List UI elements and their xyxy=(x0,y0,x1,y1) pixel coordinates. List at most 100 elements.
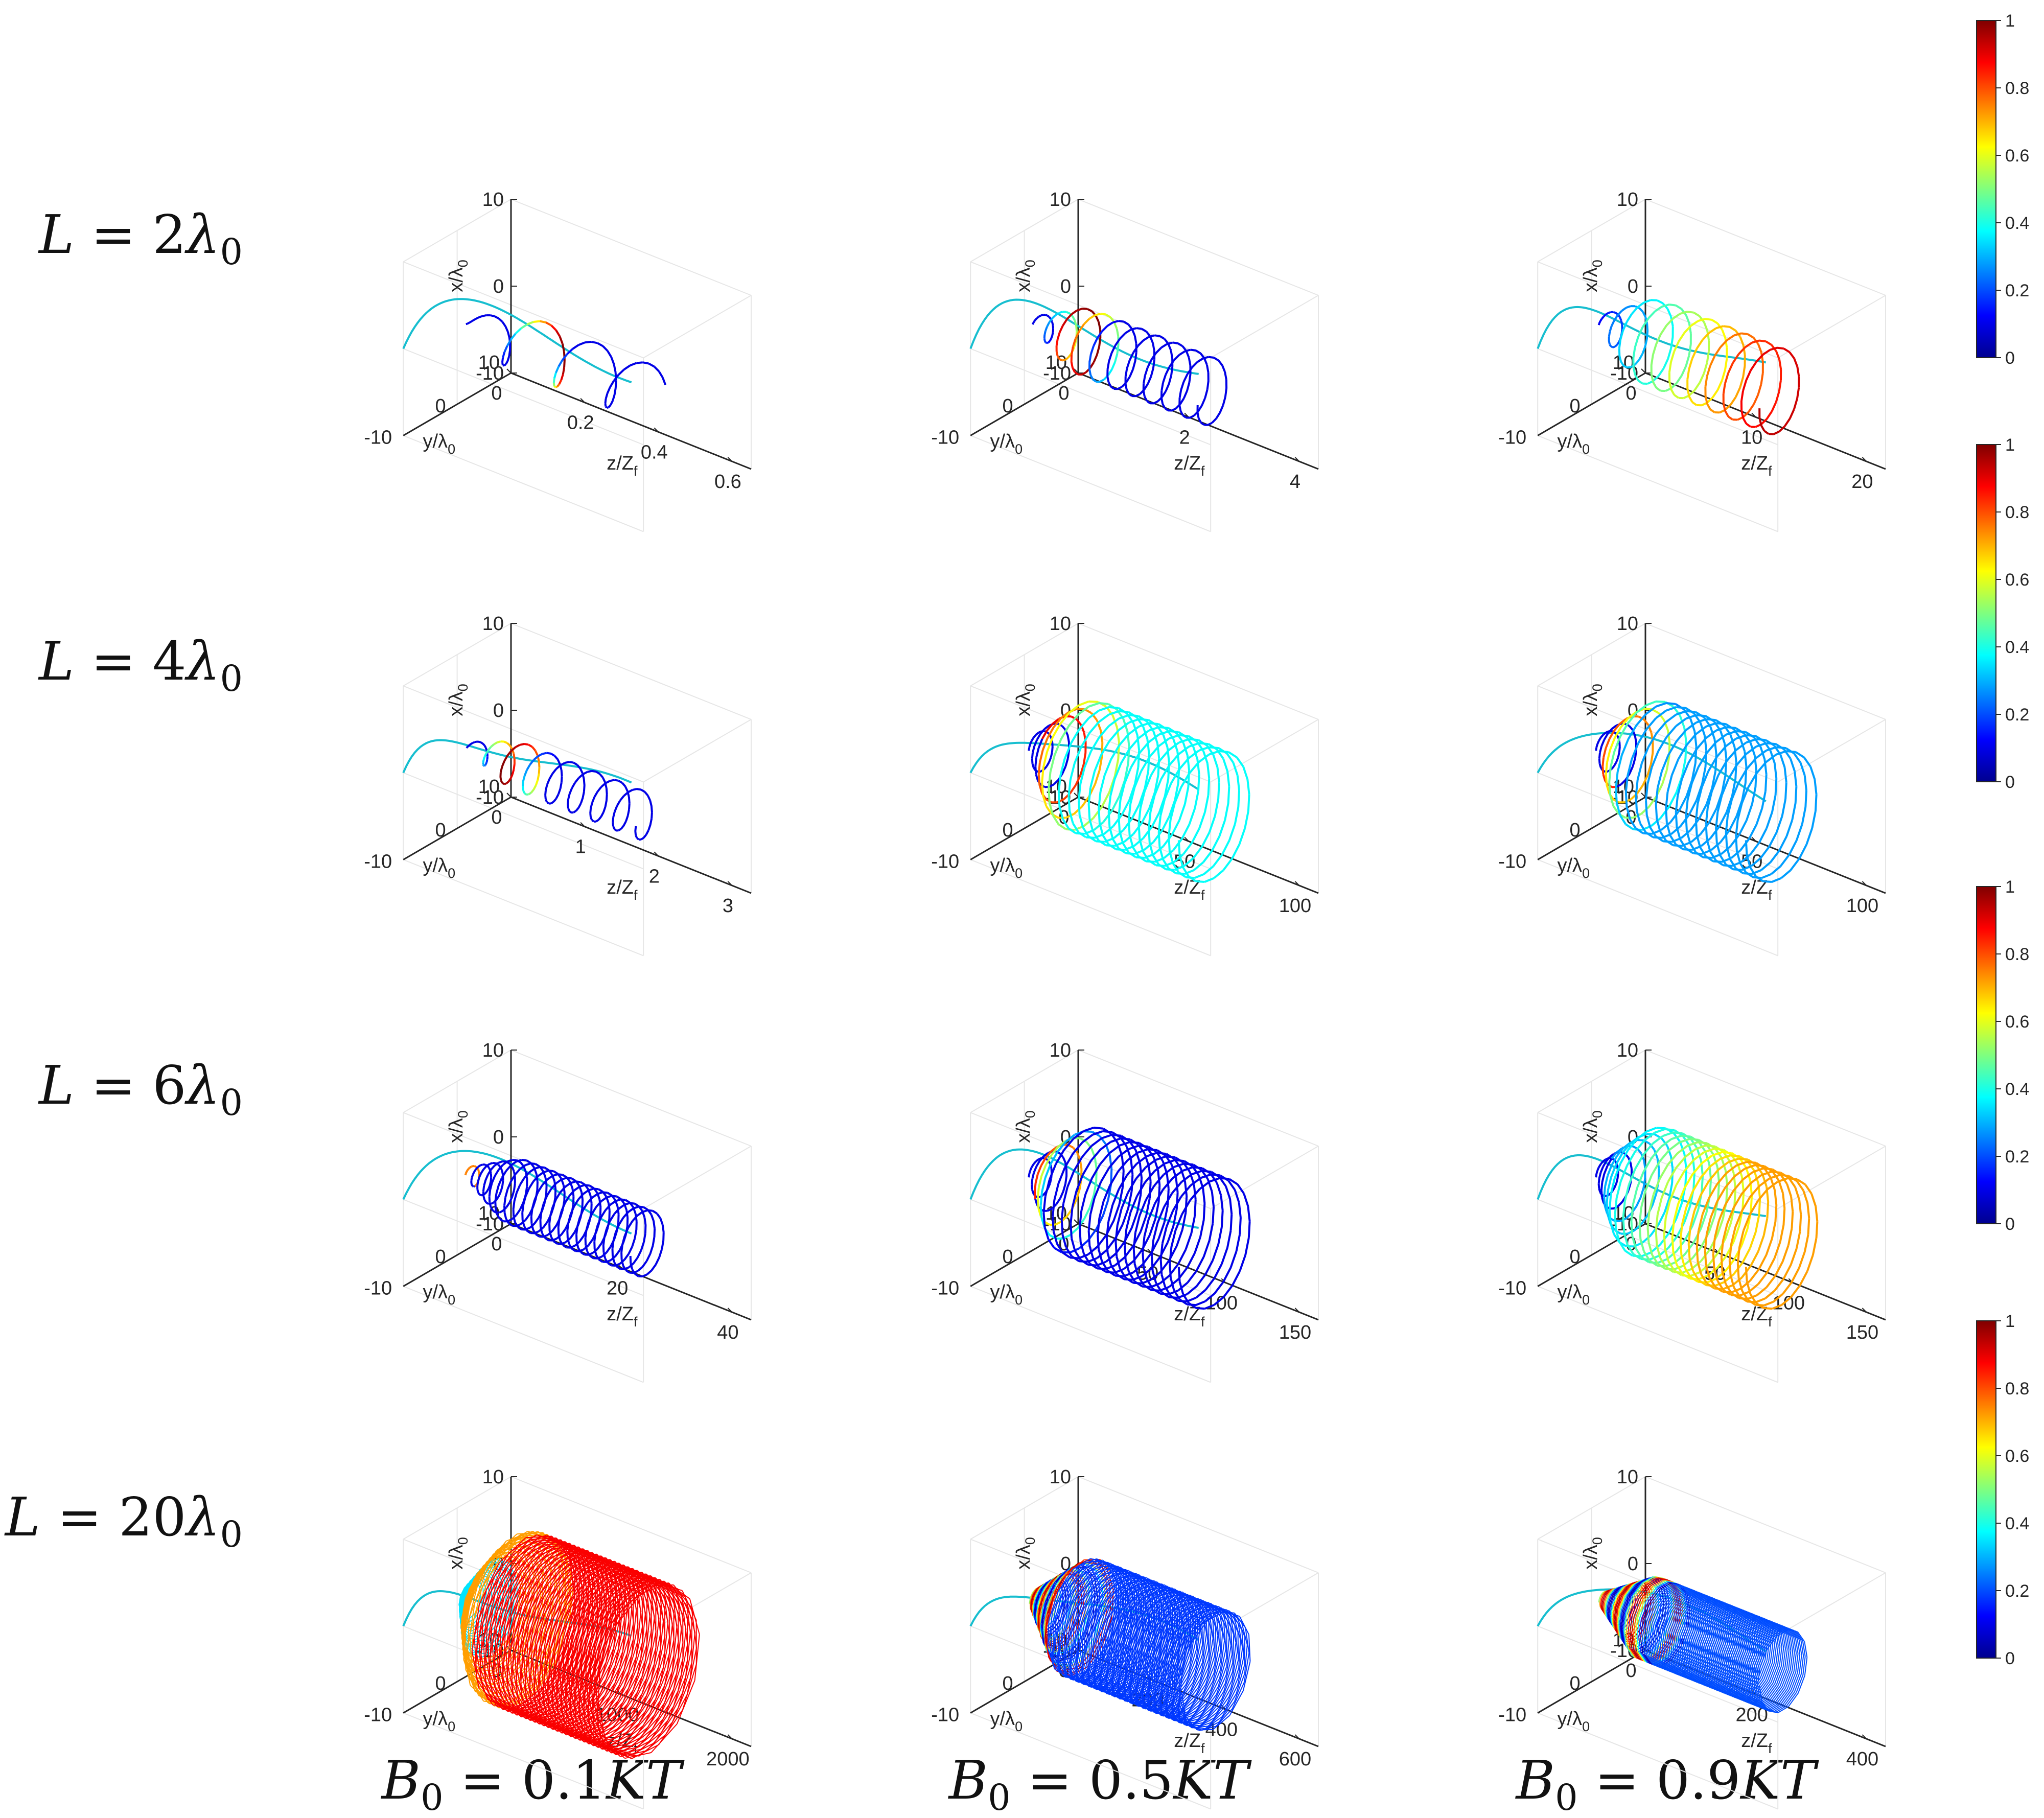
trajectory-segment xyxy=(1677,779,1683,797)
trajectory-segment xyxy=(652,1237,656,1246)
trajectory-segment xyxy=(1703,362,1708,374)
trajectory-segment xyxy=(1790,858,1800,871)
trajectory-segment xyxy=(1076,718,1082,726)
trajectory-segment xyxy=(547,1650,551,1695)
trajectory-segment xyxy=(1124,1260,1130,1273)
trajectory-segment xyxy=(1745,1167,1751,1181)
trajectory-segment xyxy=(570,1659,574,1705)
y-tick-label: 0 xyxy=(1002,395,1013,417)
trajectory-segment xyxy=(1727,799,1733,817)
trajectory-segment xyxy=(1116,1273,1125,1280)
trajectory-segment xyxy=(591,1193,598,1199)
z-axis-label-sub: f xyxy=(634,1314,638,1330)
trajectory-segment xyxy=(562,1687,570,1726)
trajectory-segment xyxy=(1760,1171,1772,1176)
trajectory-segment xyxy=(1058,806,1064,820)
trajectory-segment xyxy=(606,386,611,394)
trajectory-segment xyxy=(1727,764,1737,780)
trajectory-segment xyxy=(1078,831,1087,838)
trajectory-segment xyxy=(1650,753,1654,764)
trajectory-segment xyxy=(628,1624,639,1671)
trajectory-segment xyxy=(1755,1297,1766,1303)
trajectory-segment xyxy=(1688,389,1695,397)
trajectory-segment xyxy=(566,1222,570,1231)
trajectory-segment xyxy=(1618,1241,1626,1251)
trajectory-segment xyxy=(1131,329,1136,337)
trajectory-segment xyxy=(1043,338,1046,341)
z-tick-label: 2 xyxy=(649,866,660,887)
trajectory-segment xyxy=(1079,767,1086,784)
trajectory-segment xyxy=(1686,783,1693,800)
trajectory-segment xyxy=(535,1572,560,1611)
trajectory-segment xyxy=(1128,726,1140,735)
trajectory-segment xyxy=(1740,787,1750,804)
trajectory-segment xyxy=(1229,1251,1238,1268)
trajectory-segment xyxy=(682,1664,697,1710)
trajectory-segment xyxy=(595,1623,612,1669)
trajectory-segment xyxy=(673,1642,684,1690)
trajectory-segment xyxy=(1178,1281,1184,1295)
trajectory-segment xyxy=(1228,751,1238,758)
y-tick-label: -10 xyxy=(364,1277,392,1299)
x-axis-label: x/λ0 xyxy=(1580,1110,1605,1143)
trajectory-segment xyxy=(1168,1278,1179,1288)
trajectory-segment xyxy=(1695,1247,1699,1263)
trajectory-segment xyxy=(476,1181,479,1186)
x-axis-label-main: x/λ xyxy=(1580,691,1601,716)
trajectory-segment xyxy=(1763,1307,1773,1310)
trajectory-segment xyxy=(655,1257,660,1265)
trajectory-segment xyxy=(527,1596,545,1642)
trajectory-segment xyxy=(1730,1154,1740,1157)
trajectory-segment xyxy=(1659,1149,1670,1162)
trajectory-segment xyxy=(1190,1177,1201,1186)
trajectory-segment xyxy=(1758,828,1768,844)
trajectory-segment xyxy=(1035,1160,1041,1168)
trajectory-segment xyxy=(1736,1247,1740,1264)
trajectory-segment xyxy=(1665,706,1677,712)
trajectory-segment xyxy=(1163,849,1174,859)
trajectory-segment xyxy=(662,1621,669,1668)
trajectory-segment xyxy=(1194,1237,1201,1254)
trajectory-segment xyxy=(550,753,555,757)
trajectory-segment xyxy=(1706,351,1710,363)
trajectory-segment xyxy=(1126,360,1131,369)
trajectory-segment xyxy=(1052,814,1060,825)
trajectory-segment xyxy=(1667,1167,1677,1183)
trajectory-segment xyxy=(532,1613,546,1660)
trajectory-segment xyxy=(1756,1286,1768,1296)
trajectory-segment xyxy=(478,1173,482,1178)
trajectory-segment xyxy=(558,1210,563,1220)
trajectory-segment xyxy=(538,1646,542,1692)
trajectory-segment xyxy=(1617,310,1622,316)
trajectory-segment xyxy=(585,1221,590,1230)
trajectory-segment xyxy=(645,1667,664,1712)
trajectory-segment xyxy=(1598,763,1602,768)
trajectory-segment xyxy=(1691,348,1698,359)
trajectory-segment xyxy=(1735,851,1741,864)
column-label-unit: KT xyxy=(1739,1749,1819,1811)
trajectory-segment xyxy=(1046,736,1054,753)
trajectory-segment xyxy=(1087,835,1097,843)
trajectory-segment xyxy=(1168,734,1180,740)
trajectory-segment xyxy=(506,1181,512,1190)
trajectory-segment xyxy=(620,825,625,830)
trajectory-segment xyxy=(1088,354,1092,362)
x-tick-label: 0 xyxy=(1628,276,1638,297)
trajectory-segment xyxy=(482,756,486,760)
trajectory-segment xyxy=(636,837,640,841)
trajectory-segment xyxy=(1222,397,1226,406)
trajectory-segment xyxy=(1154,775,1159,793)
trajectory-segment xyxy=(1657,1263,1666,1270)
trajectory-segment xyxy=(1174,783,1179,801)
trajectory-segment xyxy=(1048,803,1054,816)
trajectory-segment xyxy=(1081,371,1086,376)
trajectory-segment xyxy=(504,1559,528,1598)
trajectory-segment xyxy=(1132,1232,1136,1249)
trajectory-segment xyxy=(474,1560,496,1603)
trajectory-segment xyxy=(1039,728,1046,735)
trajectory-segment xyxy=(1741,1290,1749,1300)
trajectory-segment xyxy=(1736,1163,1743,1177)
trajectory-segment xyxy=(1659,1164,1669,1179)
trajectory-segment xyxy=(1695,1145,1706,1150)
